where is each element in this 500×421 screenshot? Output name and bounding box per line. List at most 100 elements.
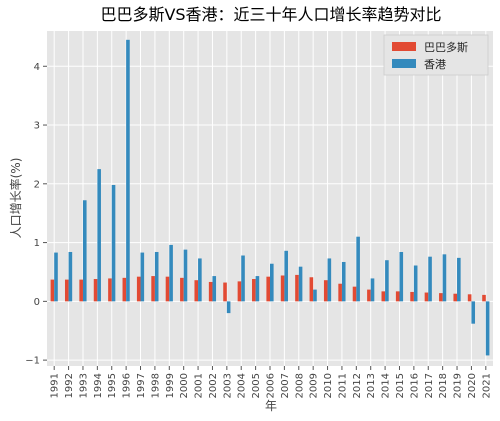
bar-barbados-1995	[108, 278, 112, 302]
bar-barbados-2014	[381, 291, 386, 302]
x-tick-label: 2012	[352, 373, 363, 398]
x-tick-label: 2018	[438, 373, 449, 398]
bar-hongkong-2008	[298, 266, 303, 302]
y-tick-label: −1	[25, 356, 40, 367]
bar-barbados-2003	[223, 282, 227, 302]
x-tick-label: 1999	[165, 373, 176, 398]
bar-barbados-1998	[151, 276, 155, 302]
bar-hongkong-1993	[82, 200, 87, 302]
bar-barbados-2021	[482, 294, 486, 302]
bar-barbados-2013	[367, 289, 371, 302]
bar-hongkong-1997	[140, 252, 145, 302]
x-tick-label: 2019	[453, 373, 464, 398]
x-tick-label: 1993	[78, 373, 89, 398]
y-tick-label: 0	[34, 297, 40, 308]
bar-hongkong-1995	[111, 184, 116, 302]
x-tick-label: 2002	[208, 373, 219, 398]
bar-hongkong-1994	[97, 169, 101, 302]
x-tick-label: 2021	[481, 373, 492, 398]
x-axis-label: 年	[265, 399, 277, 413]
x-tick-label: 2011	[337, 373, 348, 398]
legend-swatch-barbados	[392, 42, 416, 51]
y-tick-label: 3	[34, 121, 40, 132]
y-tick-label: 2	[34, 179, 40, 190]
bar-barbados-2004	[237, 281, 242, 302]
x-tick-label: 1997	[136, 373, 147, 398]
bar-barbados-2007	[280, 275, 285, 302]
bar-barbados-2000	[180, 277, 184, 302]
legend: 巴巴多斯 香港	[383, 34, 489, 76]
y-axis-label: 人口增长率(%)	[8, 158, 23, 239]
x-tick-label: 1998	[150, 373, 161, 398]
bar-hongkong-2007	[284, 250, 288, 302]
x-tick-label: 2010	[323, 373, 334, 398]
bar-barbados-1991	[50, 279, 55, 302]
x-tick-label: 1996	[122, 373, 133, 398]
bar-barbados-1996	[122, 277, 127, 302]
x-tick-label: 2006	[266, 373, 277, 398]
x-tick-label: 2008	[294, 373, 305, 398]
bar-hongkong-2019	[457, 257, 461, 302]
bar-barbados-2019	[453, 293, 458, 302]
bar-barbados-2020	[467, 294, 472, 302]
bar-barbados-2010	[323, 280, 328, 302]
x-tick-label: 1994	[93, 373, 104, 398]
x-tick-label: 1995	[107, 373, 118, 398]
bar-barbados-1997	[136, 276, 141, 302]
bar-barbados-2006	[266, 276, 270, 302]
bar-barbados-1994	[93, 279, 98, 302]
bar-hongkong-2000	[183, 249, 188, 302]
y-tick-label: 4	[34, 62, 40, 73]
bar-hongkong-2003	[226, 301, 231, 314]
bar-hongkong-2004	[241, 255, 245, 302]
bar-hongkong-2016	[413, 265, 418, 302]
x-tick-label: 2003	[222, 373, 233, 398]
legend-swatch-hongkong	[392, 59, 416, 68]
bar-hongkong-2020	[471, 301, 476, 324]
legend-label-barbados: 巴巴多斯	[424, 40, 468, 54]
bar-hongkong-2006	[270, 263, 274, 302]
x-tick-label: 2016	[409, 373, 420, 398]
bar-barbados-1999	[165, 276, 170, 302]
bar-barbados-2015	[395, 291, 400, 302]
bar-hongkong-1996	[126, 39, 130, 302]
x-tick-label: 2000	[179, 373, 190, 398]
x-tick-label: 2005	[251, 373, 262, 398]
bar-barbados-2008	[295, 274, 299, 302]
bar-barbados-2005	[252, 279, 256, 302]
bar-hongkong-1991	[54, 252, 58, 302]
bar-barbados-2018	[439, 293, 443, 302]
bar-barbados-2016	[410, 291, 414, 302]
x-tick-label: 2013	[366, 373, 377, 398]
bar-barbados-2001	[194, 280, 199, 302]
legend-box	[383, 34, 489, 76]
bar-barbados-2011	[338, 283, 342, 302]
bar-hongkong-1998	[154, 251, 159, 302]
bar-hongkong-1992	[68, 251, 73, 302]
bar-hongkong-2001	[198, 258, 202, 302]
x-tick-label: 2001	[194, 373, 205, 398]
x-tick-label: 2015	[395, 373, 406, 398]
bar-barbados-2009	[309, 277, 314, 302]
bar-hongkong-2013	[370, 278, 375, 302]
bar-barbados-1992	[64, 279, 69, 302]
legend-label-hongkong: 香港	[424, 58, 446, 71]
y-tick-label: 1	[34, 238, 40, 249]
bar-hongkong-2012	[356, 236, 360, 302]
bar-barbados-2017	[424, 292, 429, 302]
bar-hongkong-2018	[442, 254, 447, 302]
chart-title: 巴巴多斯VS香港：近三十年人口增长率趋势对比	[100, 5, 441, 24]
bar-hongkong-2017	[428, 256, 432, 302]
bar-hongkong-2009	[313, 289, 317, 302]
y-axis-ticks: −1 0 1 2 3 4	[25, 62, 47, 367]
x-tick-label: 2020	[467, 373, 478, 398]
bar-hongkong-2010	[327, 258, 332, 302]
x-tick-label: 2004	[237, 373, 248, 398]
bar-barbados-2002	[208, 281, 213, 302]
bar-hongkong-2015	[399, 251, 404, 302]
bars	[50, 39, 490, 356]
bar-barbados-2012	[352, 286, 357, 302]
x-tick-label: 2017	[424, 373, 435, 398]
bar-hongkong-2005	[255, 276, 260, 302]
